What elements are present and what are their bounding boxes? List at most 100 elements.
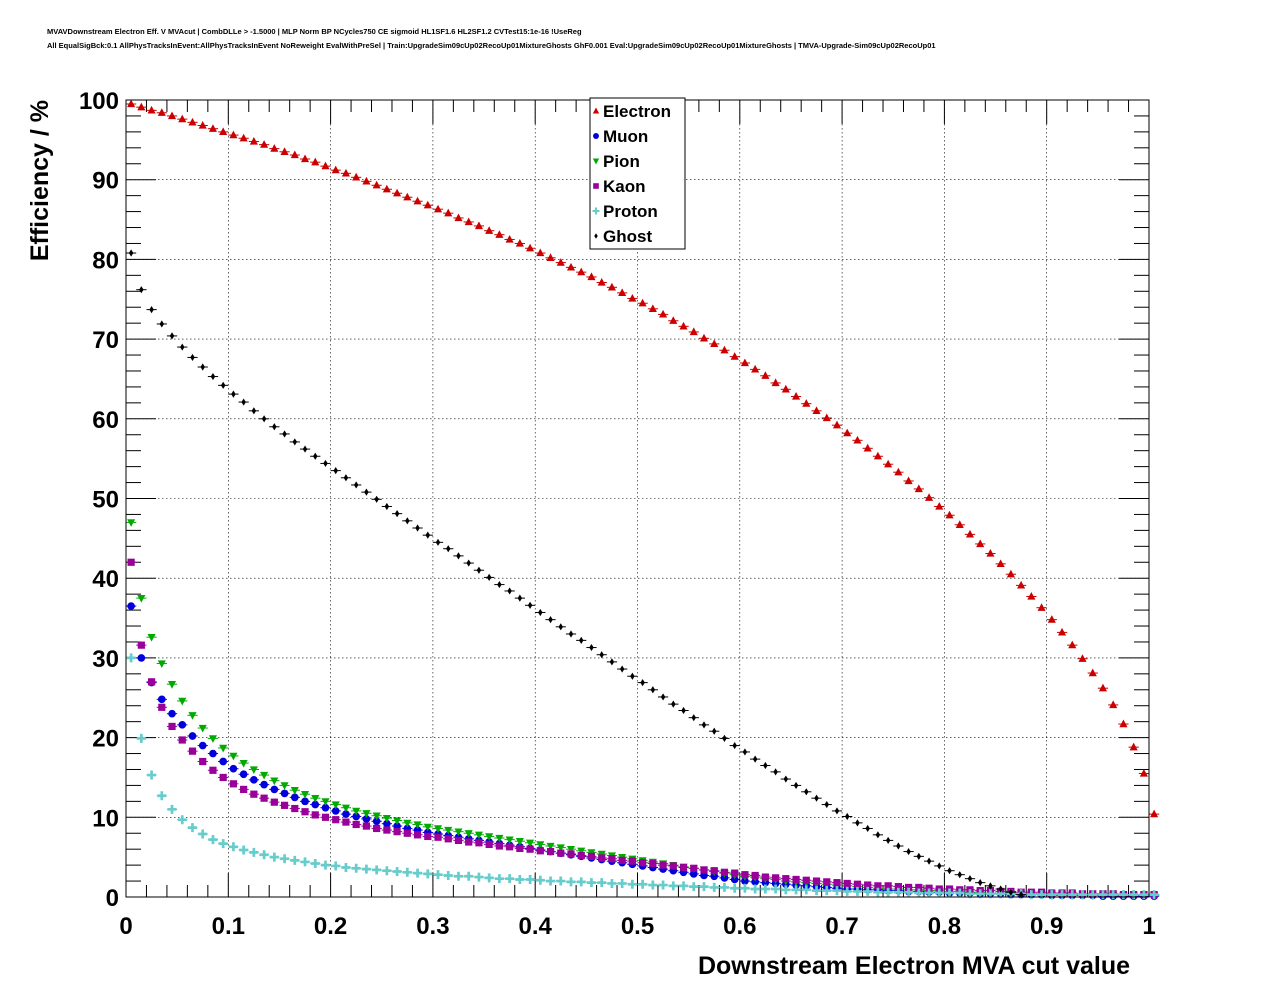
point-electron [751,364,760,373]
point-electron [249,136,258,145]
point-electron [976,539,985,548]
point-ghost [711,727,717,735]
point-electron [996,559,1005,568]
point-pion [260,771,269,780]
point-ghost [742,748,748,756]
point-ghost [977,879,983,887]
point-proton [965,889,975,899]
point-electron [260,140,269,148]
point-electron [659,309,668,318]
point-ghost [128,249,134,257]
point-muon [383,819,391,828]
point-electron [1129,742,1138,751]
point-proton [730,883,740,893]
point-ghost [292,438,298,446]
point-proton [413,868,423,878]
point-electron [638,298,647,307]
point-electron [853,435,862,444]
point-proton [280,854,290,864]
point-kaon [669,862,677,870]
point-muon [352,812,360,821]
point-kaon [444,835,452,843]
point-proton [239,845,249,855]
point-ghost [384,502,390,511]
point-kaon [465,838,473,846]
point-kaon [362,822,371,830]
x-tick-label: 0.5 [621,913,654,940]
x-tick-label: 0.9 [1030,913,1063,940]
point-electron [935,501,944,510]
point-muon [331,807,340,815]
point-electron [219,127,228,136]
point-proton [975,889,985,899]
point-electron [556,258,565,266]
point-kaon [557,849,565,857]
point-proton [259,850,269,860]
point-proton [832,886,842,896]
point-electron [188,117,197,126]
point-ghost [722,734,727,742]
point-electron [648,304,657,312]
y-tick-label: 0 [106,885,119,912]
point-kaon [147,678,156,686]
point-ghost [333,467,338,475]
point-electron [505,234,514,243]
point-electron [904,476,913,485]
point-kaon [199,757,207,766]
point-ghost [353,481,359,489]
point-kaon [812,877,821,885]
point-ghost [364,488,369,496]
point-proton [934,888,944,898]
point-proton [310,859,320,869]
point-kaon [843,879,851,888]
point-ghost [681,706,686,715]
x-tick-label: 1 [1142,913,1155,940]
series-electron [126,99,1160,818]
point-ghost [630,672,635,680]
point-kaon [864,881,872,889]
point-proton [269,852,279,862]
point-ghost [875,831,881,839]
point-pion [556,844,565,853]
y-tick-label: 50 [92,487,119,514]
point-proton [433,870,443,880]
point-muon [157,695,166,704]
point-electron [1017,580,1026,589]
point-proton [1118,890,1128,900]
point-proton [382,866,392,876]
point-muon [710,872,719,881]
point-proton [985,889,995,899]
point-electron [925,493,934,501]
point-proton [218,839,228,849]
point-ghost [885,836,891,845]
point-proton [566,877,576,887]
legend-label-muon: Muon [603,127,648,146]
point-ghost [548,616,553,624]
point-ghost [159,320,165,328]
point-pion [219,744,228,753]
point-kaon [751,871,759,880]
point-ghost [180,343,185,351]
point-ghost [210,372,216,381]
point-ghost [435,538,441,546]
point-proton [423,869,433,879]
point-proton [453,871,463,881]
point-ghost [538,608,543,617]
point-proton [341,863,351,873]
y-tick-label: 60 [92,407,119,434]
point-pion [198,724,207,733]
point-kaon [526,845,534,853]
point-ghost [619,665,625,673]
point-electron [178,114,187,123]
point-kaon [168,722,176,731]
point-proton [157,791,167,801]
point-ghost [701,721,707,729]
point-proton [679,881,689,891]
point-kaon [373,824,381,833]
point-electron [311,157,320,166]
point-ghost [323,459,328,468]
point-proton [372,865,382,875]
y-tick-labels: 0 10 20 30 40 50 60 70 80 90 100 [79,88,119,912]
point-pion [515,838,524,846]
point-ghost [425,531,431,539]
